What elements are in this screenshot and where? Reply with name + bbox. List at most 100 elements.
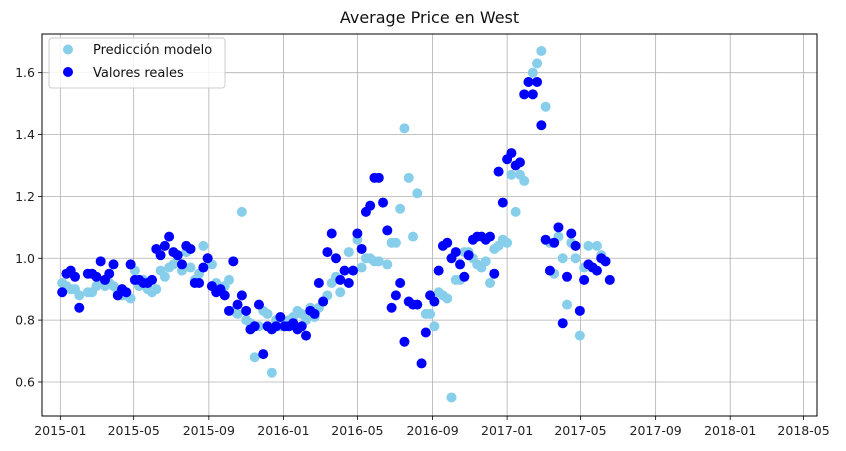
prediction-point [510, 206, 521, 217]
prediction-point [407, 231, 418, 242]
prediction-point [583, 240, 594, 251]
actual-point [258, 349, 269, 360]
y-tick-label: 1.0 [15, 251, 35, 266]
data-points [57, 46, 615, 403]
prediction-point [159, 271, 170, 282]
series-reales [57, 76, 615, 369]
x-tick-label: 2018-05 [777, 423, 829, 438]
actual-point [566, 228, 577, 239]
prediction-point [429, 321, 440, 332]
actual-point [326, 228, 337, 239]
plot-area-frame [41, 33, 818, 417]
prediction-point [373, 256, 384, 267]
legend-marker-reales [63, 67, 73, 77]
actual-point [228, 256, 239, 267]
x-tick-label: 2016-01 [257, 423, 309, 438]
y-tick-label: 1.4 [15, 127, 35, 142]
actual-point [253, 299, 264, 310]
prediction-point [356, 262, 367, 273]
actual-point [574, 305, 585, 316]
actual-point [232, 299, 243, 310]
prediction-point [506, 169, 517, 180]
actual-point [442, 237, 453, 248]
actual-point [104, 268, 115, 279]
actual-point [296, 321, 307, 332]
actual-point [416, 358, 427, 369]
actual-point [335, 274, 346, 285]
prediction-point [425, 308, 436, 319]
actual-point [395, 277, 406, 288]
actual-point [579, 274, 590, 285]
y-tick-label: 0.6 [15, 374, 35, 389]
actual-point [544, 265, 555, 276]
actual-point [420, 327, 431, 338]
actual-point [164, 231, 175, 242]
prediction-point [502, 237, 513, 248]
actual-point [121, 287, 132, 298]
prediction-point [399, 123, 410, 134]
prediction-point [266, 367, 277, 378]
actual-point [365, 200, 376, 211]
actual-point [318, 296, 329, 307]
actual-point [455, 259, 466, 270]
prediction-point [232, 308, 243, 319]
prediction-point [395, 203, 406, 214]
actual-point [275, 312, 286, 323]
actual-point [313, 277, 324, 288]
actual-point [95, 256, 106, 267]
actual-point [527, 89, 538, 100]
actual-point [386, 302, 397, 313]
actual-point [309, 308, 320, 319]
actual-point [378, 197, 389, 208]
prediction-point [236, 206, 247, 217]
x-tick-label: 2015-05 [108, 423, 160, 438]
actual-point [224, 305, 235, 316]
actual-point [604, 274, 615, 285]
actual-point [497, 197, 508, 208]
x-tick-label: 2017-09 [630, 423, 682, 438]
chart-title: Average Price en West [340, 8, 519, 27]
actual-point [514, 157, 525, 168]
actual-point [429, 296, 440, 307]
actual-point [570, 240, 581, 251]
prediction-point [562, 299, 573, 310]
actual-point [339, 265, 350, 276]
prediction-point [185, 262, 196, 273]
actual-point [219, 290, 230, 301]
prediction-point [343, 247, 354, 258]
legend: Predicción modelo Valores reales [48, 37, 226, 89]
actual-point [343, 277, 354, 288]
actual-point [108, 259, 119, 270]
actual-point [322, 247, 333, 258]
prediction-point [412, 188, 423, 199]
x-tick-label: 2016-05 [331, 423, 383, 438]
actual-point [412, 299, 423, 310]
prediction-point [74, 290, 85, 301]
x-tick-label: 2017-01 [481, 423, 533, 438]
actual-point [330, 253, 341, 264]
actual-point [493, 166, 504, 177]
actual-point [194, 277, 205, 288]
legend-marker-prediccion [63, 44, 73, 55]
prediction-point [570, 253, 581, 264]
actual-point [549, 237, 560, 248]
prediction-point [446, 392, 457, 403]
legend-label-reales: Valores reales [93, 66, 184, 81]
actual-point [352, 228, 363, 239]
actual-point [236, 290, 247, 301]
actual-point [198, 262, 209, 273]
actual-point [125, 259, 136, 270]
prediction-point [382, 259, 393, 270]
axis-ticks: 2015-01 2015-05 2015-09 2016-01 2016-05 2016-… [15, 65, 830, 438]
actual-point [185, 243, 196, 254]
x-tick-label: 2015-09 [183, 423, 235, 438]
prediction-point [532, 58, 543, 69]
actual-point [562, 271, 573, 282]
actual-point [450, 247, 461, 258]
actual-point [241, 305, 252, 316]
actual-point [176, 259, 187, 270]
actual-point [485, 231, 496, 242]
prediction-point [557, 253, 568, 264]
prediction-point [262, 308, 273, 319]
